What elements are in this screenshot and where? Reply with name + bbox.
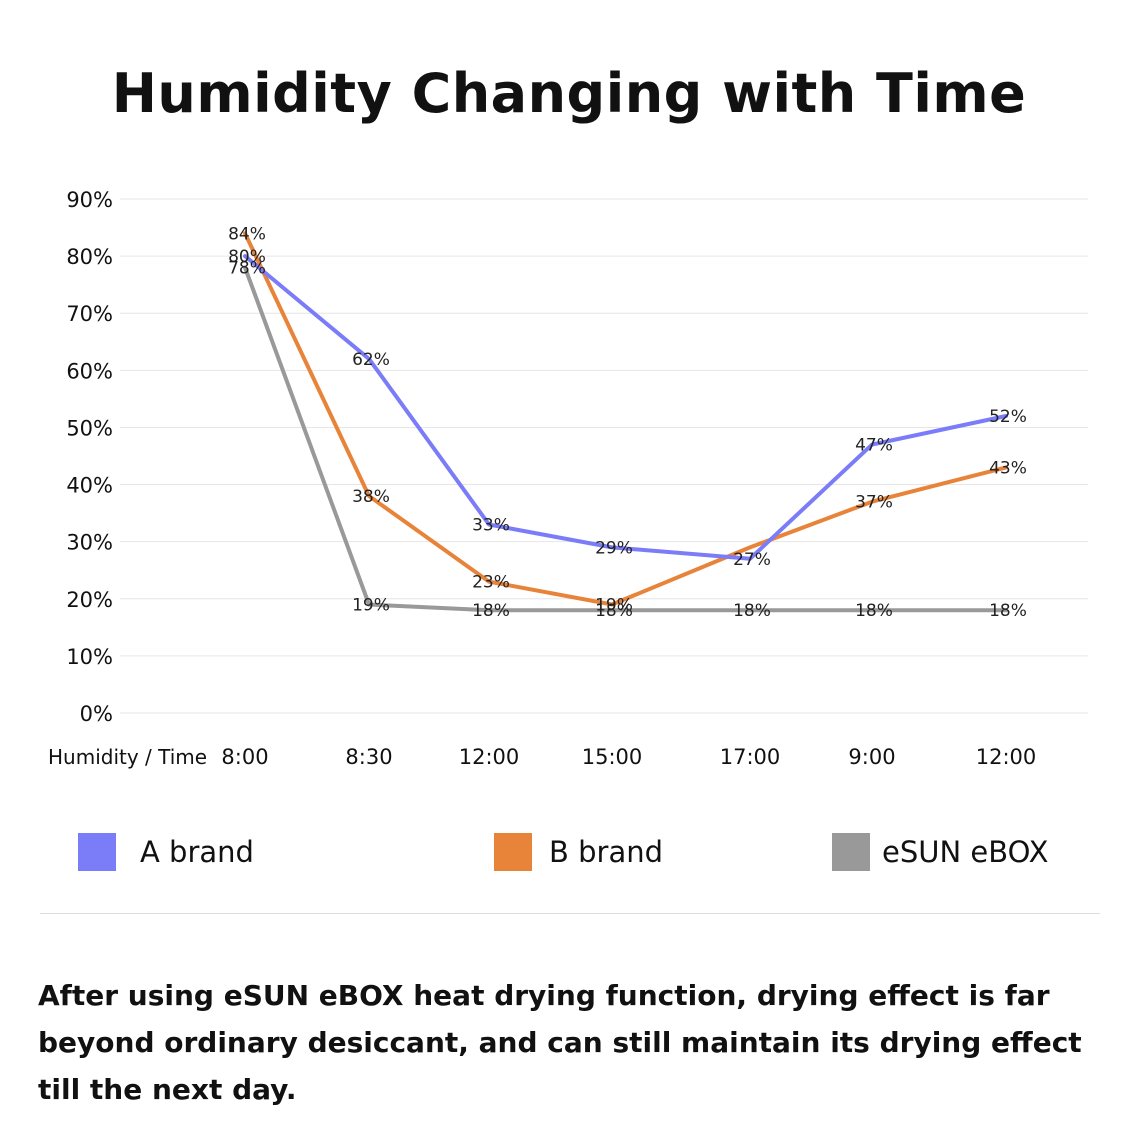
x-tick-label: 8:30 [345, 745, 392, 769]
x-axis-ticks: 8:00 8:30 12:00 15:00 17:00 9:00 12:00 [221, 745, 1036, 769]
data-label: 38% [352, 487, 390, 507]
y-tick-label: 0% [80, 702, 113, 726]
legend-label-b-brand: B brand [549, 835, 664, 869]
x-tick-label: 15:00 [582, 745, 643, 769]
legend-swatch-b-brand [494, 833, 532, 871]
legend-item-a-brand: A brand [78, 832, 254, 872]
y-tick-label: 40% [66, 474, 113, 498]
data-label: 23% [472, 573, 510, 593]
caption-text: After using eSUN eBOX heat drying functi… [38, 979, 1082, 1106]
data-label: 27% [733, 550, 771, 570]
data-label: 62% [352, 350, 390, 370]
chart-title: Humidity Changing with Time [111, 62, 1027, 125]
x-tick-label: 12:00 [459, 745, 520, 769]
series-line-a-brand [243, 254, 1008, 561]
data-label: 29% [595, 538, 633, 558]
data-label: 84% [228, 224, 266, 244]
y-tick-label: 30% [66, 531, 113, 555]
data-label: 18% [472, 601, 510, 621]
legend-item-esun-ebox: eSUN eBOX [832, 832, 1048, 872]
y-tick-label: 50% [66, 416, 113, 440]
data-label: 18% [855, 601, 893, 621]
series-line-b-brand [243, 231, 1008, 607]
legend-swatch-esun-ebox [832, 833, 870, 871]
data-label: 80% [228, 247, 266, 267]
divider [40, 913, 1100, 914]
x-tick-label: 12:00 [976, 745, 1037, 769]
legend-label-esun-ebox: eSUN eBOX [882, 835, 1049, 869]
data-label: 43% [989, 458, 1027, 478]
line-chart: 0% 10% 20% 30% 40% 50% 60% 70% 80% 90% 8:00 8:30 12… [48, 188, 1088, 769]
data-label: 19% [352, 595, 390, 615]
series-lines [243, 231, 1008, 613]
y-tick-label: 70% [66, 302, 113, 326]
data-label: 52% [989, 407, 1027, 427]
y-tick-label: 20% [66, 588, 113, 612]
x-tick-label: 9:00 [848, 745, 895, 769]
legend-label-a-brand: A brand [140, 835, 254, 869]
data-labels: 80% 62% 33% 29% 27% 47% 52% 84% 38% 23% 19% 37% 43% 7… [228, 224, 1027, 621]
y-tick-label: 90% [66, 188, 113, 212]
x-tick-label: 8:00 [221, 745, 268, 769]
y-tick-label: 60% [66, 359, 113, 383]
data-label: 18% [989, 601, 1027, 621]
x-axis-label: Humidity / Time [48, 745, 207, 769]
data-label: 18% [733, 601, 771, 621]
data-label: 19% [595, 595, 633, 615]
legend-swatch-a-brand [78, 833, 116, 871]
data-label: 33% [472, 516, 510, 536]
y-tick-label: 80% [66, 245, 113, 269]
data-label: 78% [228, 259, 266, 279]
y-axis-ticks: 0% 10% 20% 30% 40% 50% 60% 70% 80% 90% [66, 188, 113, 726]
series-line-esun-ebox [243, 265, 1008, 613]
y-tick-label: 10% [66, 645, 113, 669]
data-label: 37% [855, 493, 893, 513]
data-label: 18% [595, 601, 633, 621]
x-tick-label: 17:00 [720, 745, 781, 769]
legend-item-b-brand: B brand [494, 832, 663, 872]
data-label: 47% [855, 436, 893, 456]
